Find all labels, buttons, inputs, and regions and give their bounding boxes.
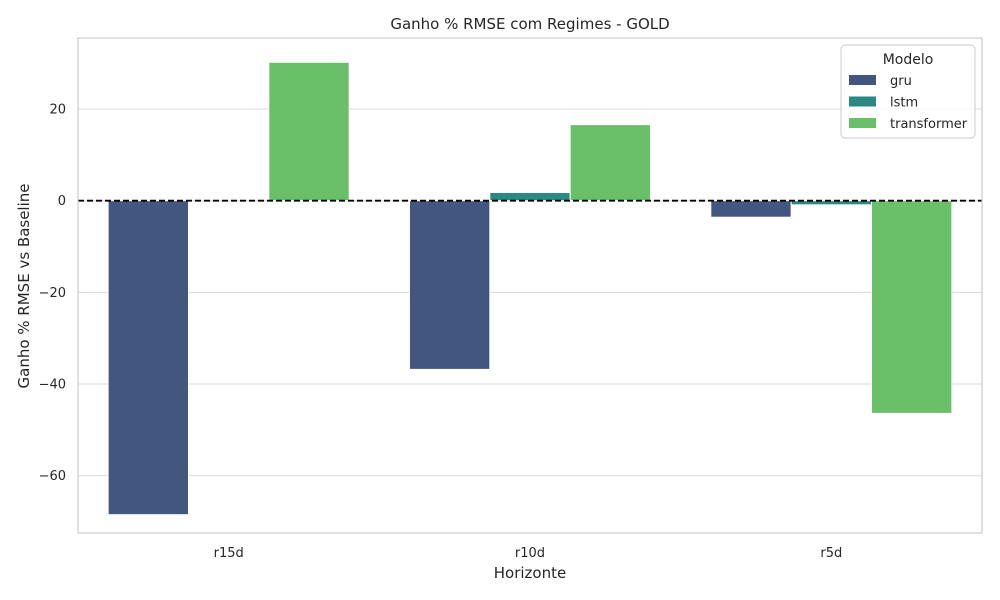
y-tick-label: 0 [58, 194, 66, 209]
plot-frame [77, 37, 983, 534]
x-tick-label: r15d [214, 546, 244, 561]
legend-swatch-lstm [849, 96, 876, 107]
x-axis-ticks: r15d r10d r5d [214, 546, 843, 561]
legend-swatch-gru [849, 75, 876, 85]
y-tick-label: −20 [39, 286, 66, 301]
chart-title: Ganho % RMSE com Regimes - GOLD [390, 15, 669, 33]
x-axis-label: Horizonte [494, 564, 566, 582]
y-tick-label: −40 [39, 378, 66, 393]
legend-title: Modelo [883, 52, 934, 68]
legend-label-gru: gru [890, 74, 912, 89]
legend-box [840, 44, 976, 139]
legend-items: gru lstm transformer [849, 74, 968, 132]
legend-label-lstm: lstm [890, 96, 918, 111]
y-axis-ticks: −60 −40 −20 0 20 [39, 103, 66, 485]
bar-transformer-r15d [268, 61, 350, 202]
y-tick-label: −60 [39, 469, 66, 484]
x-tick-label: r5d [820, 546, 842, 561]
bar-transformer-r5d [871, 200, 953, 414]
legend: Modelo gru lstm transformer [840, 44, 976, 139]
legend-label-transformer: transformer [890, 117, 968, 132]
bars [107, 61, 953, 516]
bar-lstm-r10d [489, 191, 571, 202]
bar-gru-r5d [710, 200, 792, 218]
y-tick-label: 20 [49, 103, 66, 118]
legend-swatch-transformer [849, 118, 876, 128]
x-tick-label: r10d [515, 546, 545, 561]
bar-gru-r15d [107, 200, 189, 516]
bar-gru-r10d [408, 200, 491, 370]
y-axis-label: Ganho % RMSE vs Baseline [15, 184, 33, 389]
bar-transformer-r10d [569, 124, 652, 202]
